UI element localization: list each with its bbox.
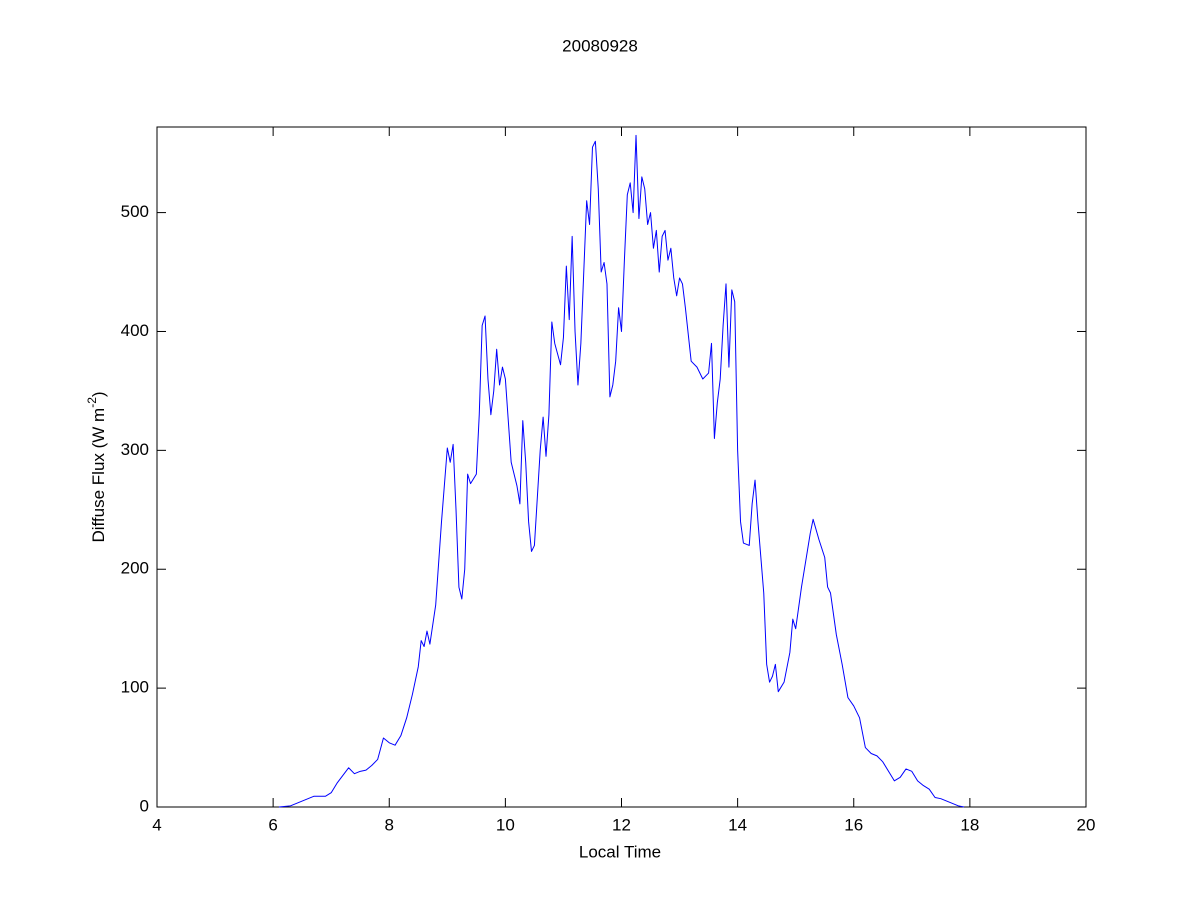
y-tick-label: 300 (121, 440, 149, 459)
y-tick-label: 0 (140, 796, 149, 815)
y-axis-label-suffix: ) (89, 391, 108, 397)
y-axis-label-text: Diffuse Flux (W m (89, 408, 108, 543)
chart-title: 20080928 (562, 36, 638, 55)
x-tick-label: 10 (496, 815, 515, 834)
data-line (278, 134, 965, 808)
y-tick-label: 100 (121, 678, 149, 697)
y-tick-label: 500 (121, 202, 149, 221)
y-axis-label: Diffuse Flux (W m-2) (85, 391, 108, 542)
x-tick-label: 6 (268, 815, 277, 834)
x-tick-label: 16 (844, 815, 863, 834)
x-tick-label: 20 (1077, 815, 1096, 834)
x-axis-label: Local Time (579, 842, 661, 861)
x-tick-label: 12 (612, 815, 631, 834)
y-tick-label: 400 (121, 321, 149, 340)
x-tick-label: 4 (152, 815, 161, 834)
y-tick-label: 200 (121, 559, 149, 578)
x-tick-label: 18 (960, 815, 979, 834)
y-axis-label-superscript: -2 (85, 397, 99, 408)
x-tick-label: 14 (728, 815, 747, 834)
x-tick-label: 8 (385, 815, 394, 834)
